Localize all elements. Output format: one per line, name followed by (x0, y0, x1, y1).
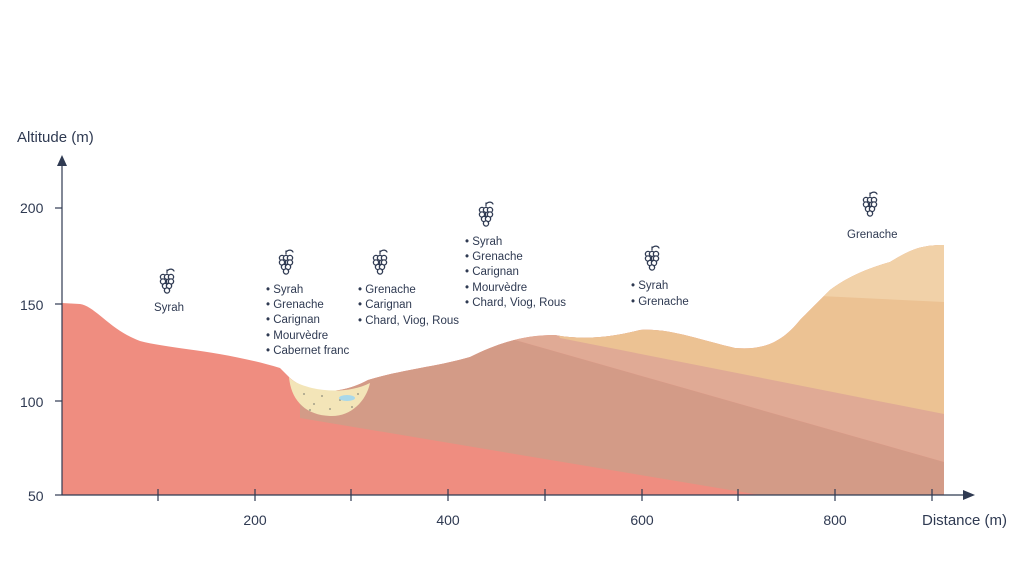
grape-annotations: Syrah • Syrah • Grenache • Carignan • Mo… (154, 191, 898, 357)
y-tick-label: 200 (20, 200, 44, 216)
grape-variety-label: • Syrah (631, 280, 668, 292)
grape-group-1: Syrah (154, 268, 184, 314)
grape-icon (644, 245, 660, 271)
grape-variety-label: • Grenache (358, 284, 416, 296)
grape-variety-label: • Chard, Viog, Rous (358, 315, 459, 327)
y-tick-label: 150 (20, 297, 44, 313)
grape-variety-label: • Mourvèdre (266, 330, 328, 342)
grape-variety-label: Syrah (154, 302, 184, 314)
grape-icon (278, 249, 294, 275)
x-tick-label: 200 (243, 512, 267, 528)
y-axis (55, 155, 67, 496)
grape-variety-label: • Syrah (266, 284, 303, 296)
terrain-brown-layer (300, 330, 944, 495)
x-axis-arrow-icon (963, 490, 975, 500)
grape-variety-label: • Cabernet franc (266, 345, 350, 357)
x-tick-label: 600 (630, 512, 654, 528)
y-tick-label: 50 (28, 488, 44, 504)
grape-variety-label: • Carignan (465, 266, 519, 278)
grape-variety-label: • Mourvèdre (465, 282, 527, 294)
grape-variety-label: • Grenache (631, 296, 689, 308)
grape-group-4: • Syrah • Grenache • Carignan • Mourvèdr… (465, 201, 566, 309)
y-axis-arrow-icon (57, 155, 67, 166)
x-tick-labels: 200 400 600 800 (243, 512, 847, 528)
terrain-light-sand-layer (820, 245, 944, 302)
x-tick-label: 400 (436, 512, 460, 528)
grape-group-2: • Syrah • Grenache • Carignan • Mourvèdr… (266, 249, 350, 357)
grape-variety-label: • Carignan (358, 299, 412, 311)
x-tick-label: 800 (823, 512, 847, 528)
x-axis-title: Distance (m) (922, 512, 1007, 529)
grape-icon (372, 249, 388, 275)
y-tick-labels: 200 150 100 50 (20, 200, 44, 504)
grape-variety-label: • Chard, Viog, Rous (465, 297, 566, 309)
valley-alluvium (289, 377, 370, 417)
grape-group-6: Grenache (847, 191, 898, 241)
y-axis-title: Altitude (m) (17, 129, 94, 146)
grape-variety-label: • Syrah (465, 236, 502, 248)
grape-icon (478, 201, 494, 227)
grape-icon (159, 268, 175, 294)
grape-group-3: • Grenache • Carignan • Chard, Viog, Rou… (358, 249, 459, 327)
grape-variety-label: • Carignan (266, 314, 320, 326)
y-tick-label: 100 (20, 394, 44, 410)
grape-icon (862, 191, 878, 217)
grape-group-5: • Syrah • Grenache (631, 245, 689, 308)
grape-variety-label: • Grenache (465, 251, 523, 263)
grape-variety-label: • Grenache (266, 299, 324, 311)
terrain-pink-layer (430, 300, 944, 462)
grape-variety-label: Grenache (847, 229, 898, 241)
river (339, 395, 355, 401)
x-axis (62, 489, 975, 501)
